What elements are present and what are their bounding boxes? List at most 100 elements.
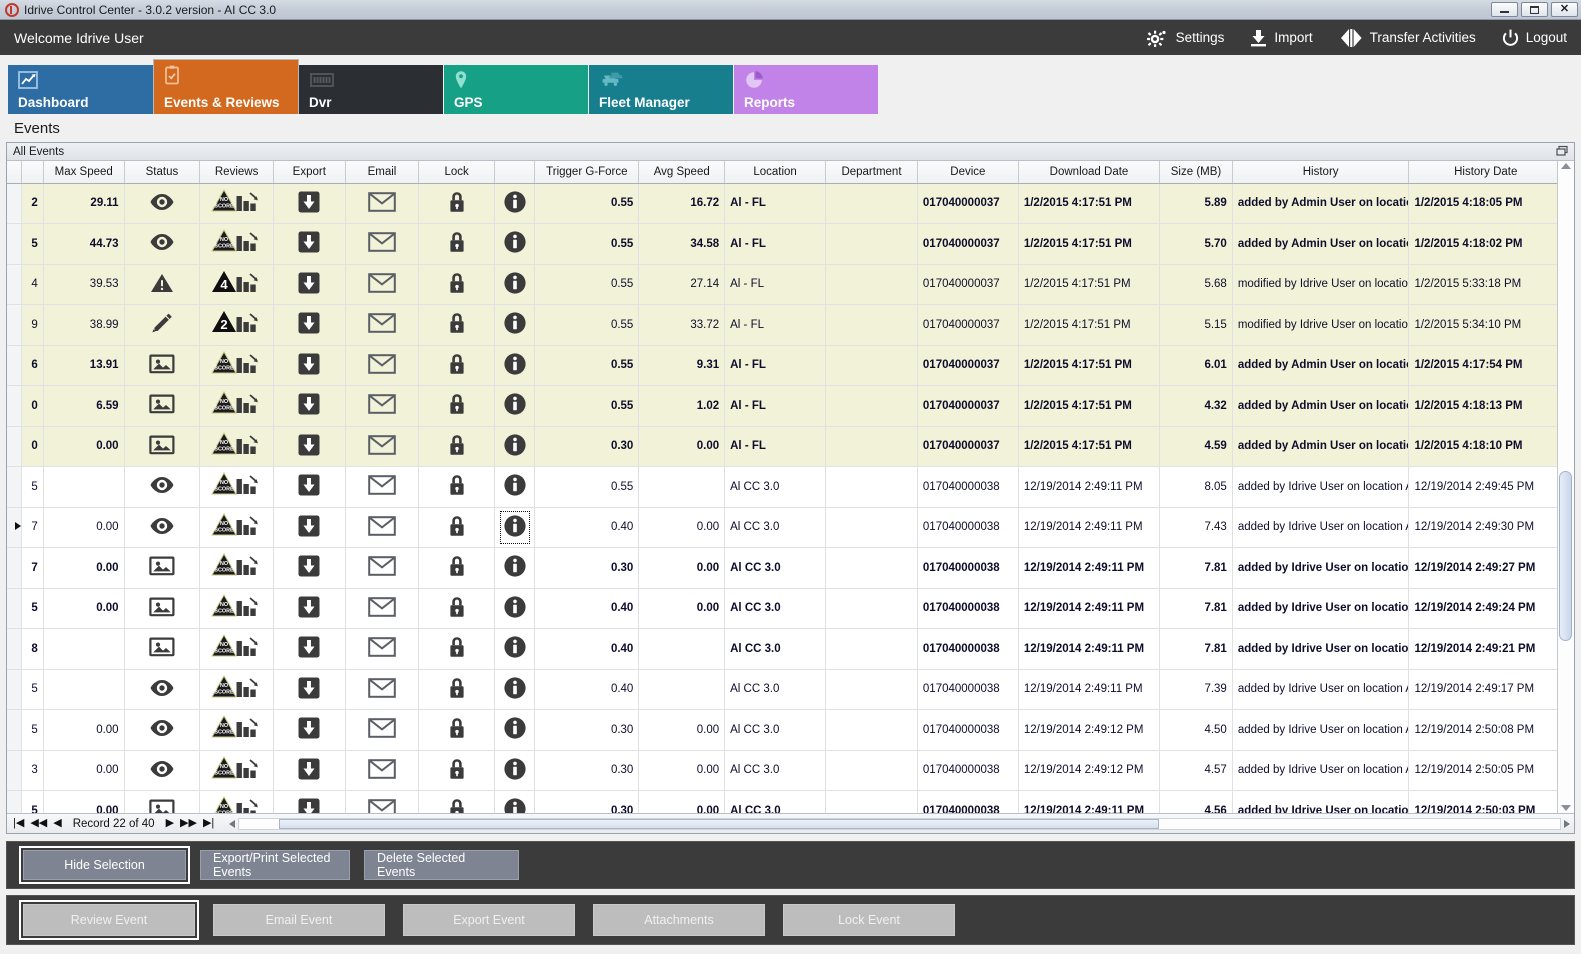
cell-max-speed[interactable]: 44.73 <box>43 223 125 265</box>
cell-max-speed[interactable]: 0.00 <box>43 426 125 467</box>
cell-reviews[interactable]: NO SCORE <box>199 507 274 548</box>
attachments-button[interactable]: Attachments <box>593 904 765 936</box>
export-download-icon[interactable] <box>297 595 321 622</box>
cell-max-speed[interactable] <box>43 669 125 710</box>
export-download-icon[interactable] <box>297 433 321 460</box>
lock-icon[interactable] <box>448 717 466 742</box>
row-selector-cell[interactable] <box>7 588 22 629</box>
cell-device[interactable]: 017040000037 <box>917 183 1019 224</box>
cell-export[interactable] <box>273 588 346 629</box>
cell-download-date[interactable]: 1/2/2015 4:17:51 PM <box>1018 385 1161 427</box>
cell-status[interactable] <box>124 669 201 710</box>
cell-device[interactable]: 017040000038 <box>917 507 1019 548</box>
email-icon[interactable] <box>368 637 396 660</box>
image-icon[interactable] <box>149 597 175 620</box>
cell-id[interactable]: 6 <box>21 345 44 386</box>
cell-avg-speed[interactable]: 1.02 <box>638 385 726 427</box>
cell-trigger-gforce[interactable]: 0.30 <box>534 790 640 813</box>
cell-reviews[interactable]: NO SCORE <box>199 385 274 427</box>
cell-info[interactable] <box>494 790 536 813</box>
no-score-icon[interactable]: NO SCORE <box>210 472 263 501</box>
cell-download-date[interactable]: 12/19/2014 2:49:11 PM <box>1018 466 1161 508</box>
cell-info[interactable] <box>494 750 536 791</box>
table-row[interactable]: 3 0.00 NO SCORE <box>7 750 1557 791</box>
cell-id[interactable]: 9 <box>21 304 44 346</box>
column-header-avg-speed[interactable]: Avg Speed <box>638 161 726 184</box>
tab-dvr[interactable]: Dvr <box>299 65 443 114</box>
eye-icon[interactable] <box>149 719 175 740</box>
cell-reviews[interactable]: NO SCORE <box>199 669 274 710</box>
info-icon[interactable] <box>503 716 527 743</box>
info-icon[interactable] <box>499 510 530 544</box>
eye-icon[interactable] <box>149 476 175 497</box>
cell-export[interactable] <box>273 385 346 427</box>
cell-department[interactable] <box>825 426 918 467</box>
cell-device[interactable]: 017040000038 <box>917 750 1019 791</box>
cell-size[interactable]: 5.15 <box>1159 304 1233 346</box>
cell-email[interactable] <box>345 385 420 427</box>
cell-device[interactable]: 017040000037 <box>917 385 1019 427</box>
cell-size[interactable]: 7.43 <box>1159 507 1233 548</box>
cell-id[interactable]: 7 <box>21 547 44 589</box>
cell-device[interactable]: 017040000037 <box>917 345 1019 386</box>
cell-download-date[interactable]: 12/19/2014 2:49:12 PM <box>1018 709 1161 751</box>
id-column-header[interactable] <box>21 161 44 184</box>
cell-download-date[interactable]: 12/19/2014 2:49:11 PM <box>1018 790 1161 813</box>
cell-reviews[interactable]: NO SCORE <box>199 750 274 791</box>
cell-history-date[interactable]: 12/19/2014 2:49:45 PM <box>1408 466 1557 508</box>
cell-download-date[interactable]: 12/19/2014 2:49:11 PM <box>1018 588 1161 629</box>
cell-max-speed[interactable]: 0.00 <box>43 750 125 791</box>
export-download-icon[interactable] <box>297 230 321 257</box>
table-row[interactable]: 8 NO SCORE <box>7 628 1557 670</box>
cell-id[interactable]: 8 <box>21 628 44 670</box>
email-icon[interactable] <box>368 758 396 782</box>
lock-icon[interactable] <box>448 312 466 337</box>
cell-email[interactable] <box>345 709 420 751</box>
cell-download-date[interactable]: 12/19/2014 2:49:11 PM <box>1018 547 1161 589</box>
info-icon[interactable] <box>503 473 527 500</box>
cell-lock[interactable] <box>418 466 495 508</box>
cell-avg-speed[interactable]: 0.00 <box>638 790 726 813</box>
cell-export[interactable] <box>273 709 346 751</box>
nav-next-button[interactable]: ▶ <box>165 817 175 829</box>
cell-history[interactable]: modified by Idrive User on location Al C… <box>1232 264 1410 305</box>
table-row[interactable]: 0 0.00 NO SCORE <box>7 426 1557 467</box>
column-header-max-speed[interactable]: Max Speed <box>43 161 125 184</box>
cell-reviews[interactable]: NO SCORE <box>199 709 274 751</box>
cell-status[interactable] <box>124 385 201 427</box>
row-selector-cell[interactable] <box>7 790 22 813</box>
info-icon[interactable] <box>503 433 527 460</box>
cell-history-date[interactable]: 12/19/2014 2:49:24 PM <box>1408 588 1557 629</box>
cell-info[interactable] <box>494 669 536 710</box>
cell-info[interactable] <box>494 345 536 386</box>
cell-department[interactable] <box>825 345 918 386</box>
image-icon[interactable] <box>149 556 175 579</box>
cell-avg-speed[interactable] <box>638 628 726 670</box>
cell-avg-speed[interactable]: 33.72 <box>638 304 726 346</box>
info-icon[interactable] <box>503 352 527 379</box>
cell-history[interactable]: added by Idrive User on location Al CC .… <box>1232 466 1410 508</box>
cell-info[interactable] <box>494 385 536 427</box>
export-download-icon[interactable] <box>297 311 321 338</box>
email-icon[interactable] <box>368 475 396 498</box>
cell-email[interactable] <box>345 507 420 548</box>
email-icon[interactable] <box>368 799 396 813</box>
lock-icon[interactable] <box>448 636 466 661</box>
cell-download-date[interactable]: 1/2/2015 4:17:51 PM <box>1018 183 1161 224</box>
email-icon[interactable] <box>368 556 396 579</box>
score-4-icon[interactable]: 4 <box>211 270 263 299</box>
cell-reviews[interactable]: NO SCORE <box>199 790 274 813</box>
email-icon[interactable] <box>368 596 396 620</box>
cell-device[interactable]: 017040000038 <box>917 790 1019 813</box>
cell-size[interactable]: 4.56 <box>1159 790 1233 813</box>
nav-first-button[interactable]: |◀ <box>13 817 25 829</box>
cell-email[interactable] <box>345 426 420 467</box>
cell-id[interactable]: 4 <box>21 264 44 305</box>
export-download-icon[interactable] <box>297 676 321 703</box>
cell-history[interactable]: added by Idrive User on location ... <box>1232 790 1410 813</box>
cell-avg-speed[interactable]: 0.00 <box>638 426 726 467</box>
cell-status[interactable] <box>124 709 201 751</box>
lock-icon[interactable] <box>448 231 466 256</box>
cell-reviews[interactable]: 4 <box>199 264 274 305</box>
